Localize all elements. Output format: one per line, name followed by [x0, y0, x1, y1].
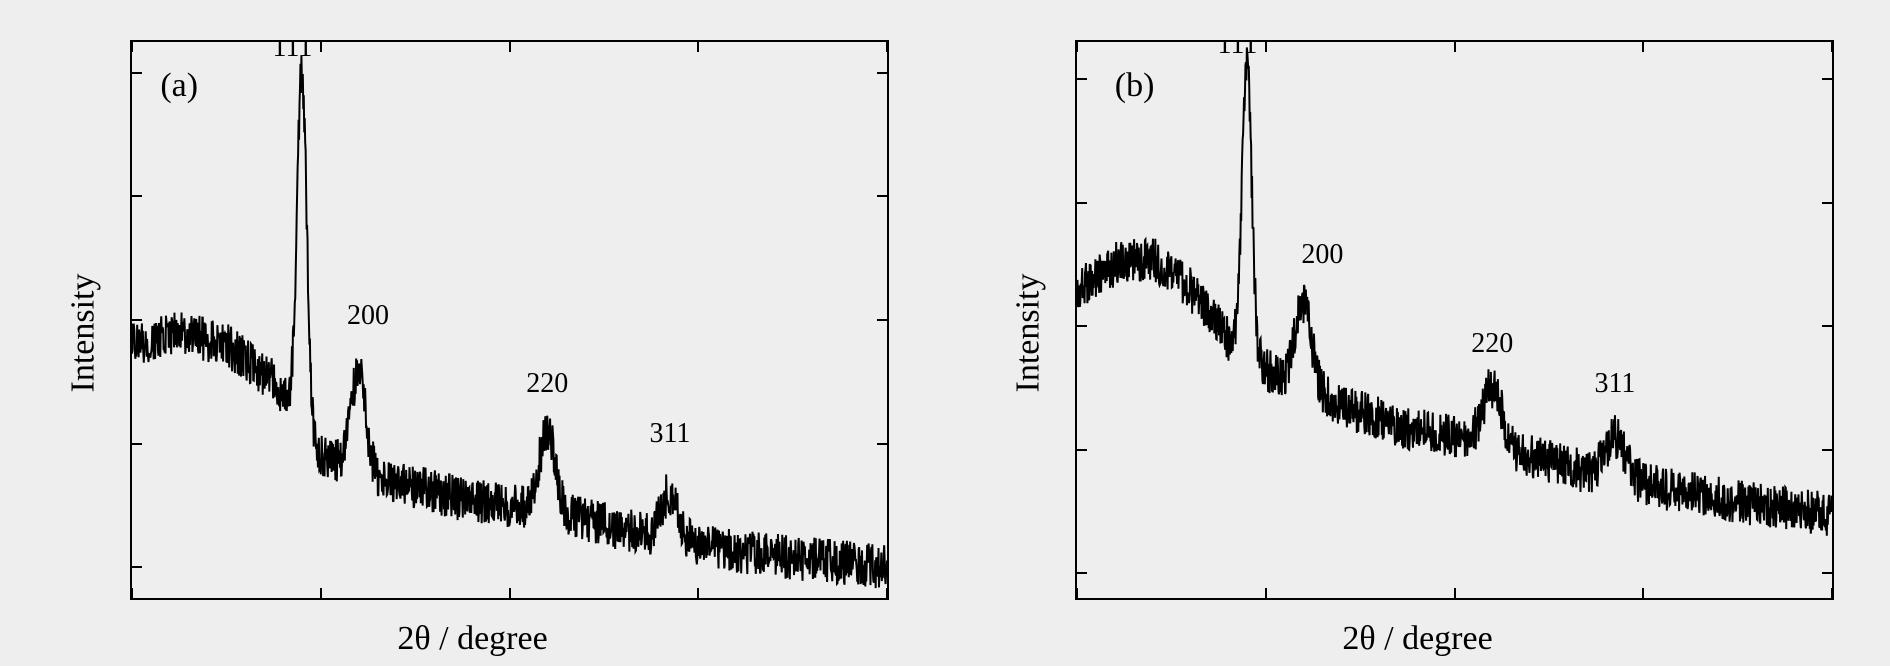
x-tick-mark	[320, 42, 322, 52]
plot-area: 20406080100100300500700900(b)11120022031…	[1075, 40, 1834, 600]
y-tick-mark	[1822, 78, 1832, 80]
x-tick-label: 40	[307, 598, 335, 600]
y-tick-mark	[132, 319, 142, 321]
x-axis-title: 2θ / degree	[397, 620, 547, 658]
x-tick-label: 100	[866, 598, 889, 600]
x-tick-mark	[1076, 42, 1078, 52]
x-tick-mark	[1642, 42, 1644, 52]
y-tick-mark	[1077, 325, 1087, 327]
x-tick-label: 60	[496, 598, 524, 600]
xrd-trace	[132, 42, 887, 598]
panel-label: (b)	[1115, 67, 1155, 105]
xrd-panel-a: 204060801002004006008001000(a)1112002203…	[0, 0, 945, 666]
peak-label: 220	[1471, 328, 1513, 360]
xrd-figure: 204060801002004006008001000(a)1112002203…	[0, 0, 1890, 666]
x-tick-mark	[886, 42, 888, 52]
x-tick-mark	[1454, 588, 1456, 598]
y-tick-mark	[132, 566, 142, 568]
x-tick-label: 100	[1811, 598, 1834, 600]
x-tick-mark	[1642, 588, 1644, 598]
y-tick-mark	[132, 195, 142, 197]
y-tick-mark	[1822, 572, 1832, 574]
y-tick-mark	[132, 443, 142, 445]
peak-label: 311	[1594, 368, 1635, 400]
y-tick-mark	[877, 319, 887, 321]
x-tick-mark	[509, 588, 511, 598]
x-axis-title: 2θ / degree	[1342, 620, 1492, 658]
x-tick-mark	[886, 588, 888, 598]
x-tick-mark	[509, 42, 511, 52]
x-tick-label: 60	[1441, 598, 1469, 600]
x-tick-mark	[697, 42, 699, 52]
y-tick-mark	[1077, 572, 1087, 574]
x-tick-mark	[1454, 42, 1456, 52]
peak-label: 220	[526, 368, 568, 400]
x-tick-mark	[1265, 588, 1267, 598]
xrd-trace	[1077, 42, 1832, 598]
x-tick-mark	[1831, 42, 1833, 52]
x-tick-mark	[131, 588, 133, 598]
y-tick-mark	[877, 72, 887, 74]
peak-label: 111	[272, 40, 312, 64]
y-tick-mark	[877, 566, 887, 568]
peak-label: 111	[1217, 40, 1257, 61]
x-tick-mark	[1076, 588, 1078, 598]
x-tick-mark	[697, 588, 699, 598]
peak-label: 311	[649, 418, 690, 450]
panel-label: (a)	[160, 67, 198, 105]
y-tick-mark	[1822, 202, 1832, 204]
y-axis-title: Intensity	[1009, 274, 1047, 393]
x-tick-label: 80	[1629, 598, 1657, 600]
xrd-panel-b: 20406080100100300500700900(b)11120022031…	[945, 0, 1890, 666]
y-tick-mark	[1822, 449, 1832, 451]
y-tick-mark	[1077, 78, 1087, 80]
y-tick-mark	[1077, 202, 1087, 204]
x-tick-label: 20	[1075, 598, 1091, 600]
y-tick-mark	[877, 443, 887, 445]
y-tick-mark	[877, 195, 887, 197]
x-tick-mark	[131, 42, 133, 52]
y-tick-mark	[132, 72, 142, 74]
x-tick-mark	[1831, 588, 1833, 598]
x-tick-label: 20	[130, 598, 146, 600]
plot-area: 204060801002004006008001000(a)1112002203…	[130, 40, 889, 600]
x-tick-mark	[1265, 42, 1267, 52]
x-tick-mark	[320, 588, 322, 598]
x-tick-label: 80	[684, 598, 712, 600]
x-tick-label: 40	[1252, 598, 1280, 600]
y-tick-mark	[1822, 325, 1832, 327]
y-tick-mark	[1077, 449, 1087, 451]
peak-label: 200	[347, 300, 389, 332]
peak-label: 200	[1301, 239, 1343, 271]
y-axis-title: Intensity	[64, 274, 102, 393]
